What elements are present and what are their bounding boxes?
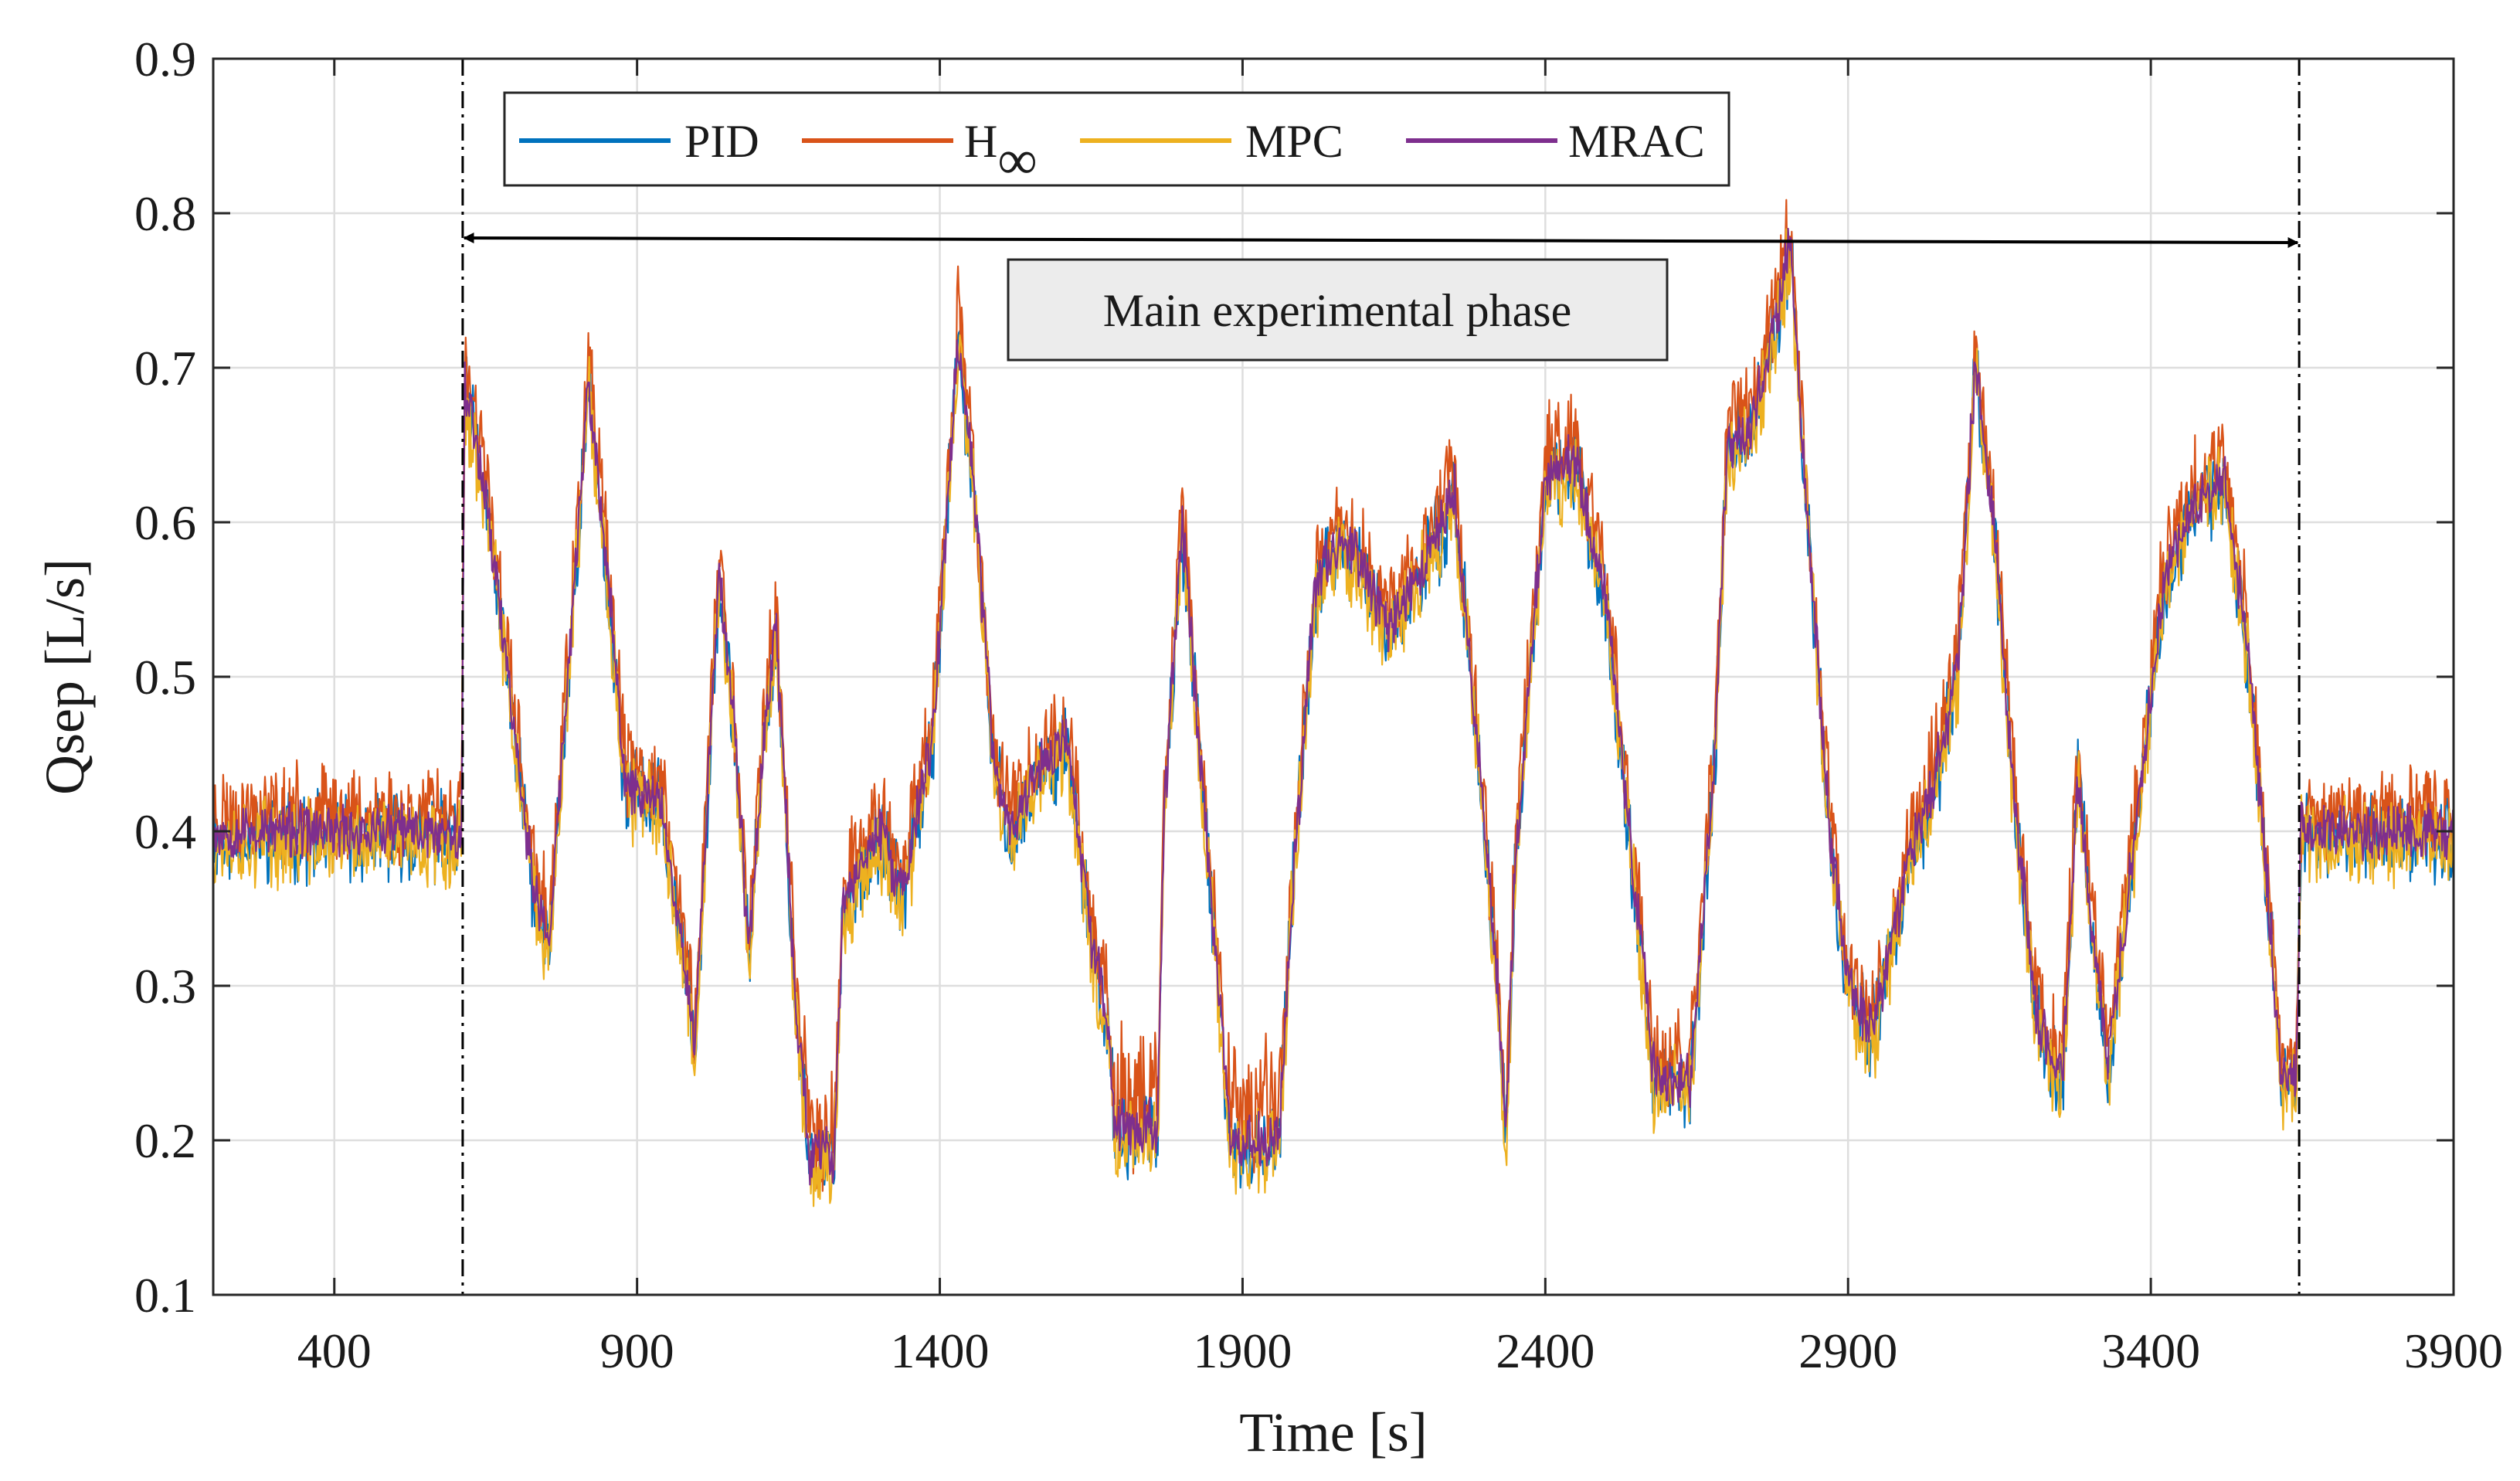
y-tick-label: 0.1 [134, 1268, 196, 1323]
x-tick-label: 1400 [891, 1323, 990, 1378]
legend-label-hinf: H∞ [964, 116, 1038, 191]
series-line-mrac [213, 227, 2454, 1186]
legend-label-hinf-main: H [964, 116, 997, 167]
legend-label-mrac: MRAC [1568, 116, 1705, 167]
tick-labels: 400 900 1400 1900 2400 2900 3400 3900 0.1 0.2 0.3 0… [134, 32, 2503, 1378]
x-axis-title: Time [s] [1239, 1401, 1427, 1463]
y-axis-title: Qsep [L/s] [34, 559, 96, 795]
y-tick-label: 0.6 [134, 495, 196, 550]
y-tick-label: 0.8 [134, 186, 196, 241]
y-tick-label: 0.9 [134, 32, 196, 87]
x-tick-label: 3900 [2404, 1323, 2503, 1378]
series-layer [213, 199, 2454, 1208]
y-tick-label: 0.5 [134, 650, 196, 705]
x-tick-label: 1900 [1193, 1323, 1292, 1378]
y-tick-label: 0.3 [134, 959, 196, 1014]
phase-layer [461, 59, 2301, 1295]
legend: PID H∞ MPC MRAC [503, 91, 1730, 191]
series-line-mpc [213, 228, 2454, 1208]
annotation-box [1007, 258, 1669, 362]
x-tick-label: 400 [297, 1323, 372, 1378]
legend-label-mpc: MPC [1245, 116, 1343, 167]
ticks [213, 57, 2455, 1296]
x-tick-label: 2400 [1496, 1323, 1595, 1378]
y-tick-label: 0.7 [134, 341, 196, 396]
phase-arrow [463, 233, 2299, 248]
x-tick-label: 900 [600, 1323, 674, 1378]
legend-label-pid: PID [684, 116, 759, 167]
y-tick-label: 0.4 [134, 804, 196, 859]
x-tick-label: 2900 [1798, 1323, 1897, 1378]
phase-annotation: Main experimental phase [1007, 258, 1669, 362]
y-tick-label: 0.2 [134, 1113, 196, 1168]
annotation-label: Main experimental phase [1103, 285, 1571, 336]
legend-label-hinf-subscript: ∞ [997, 129, 1037, 191]
x-tick-label: 3400 [2101, 1323, 2200, 1378]
